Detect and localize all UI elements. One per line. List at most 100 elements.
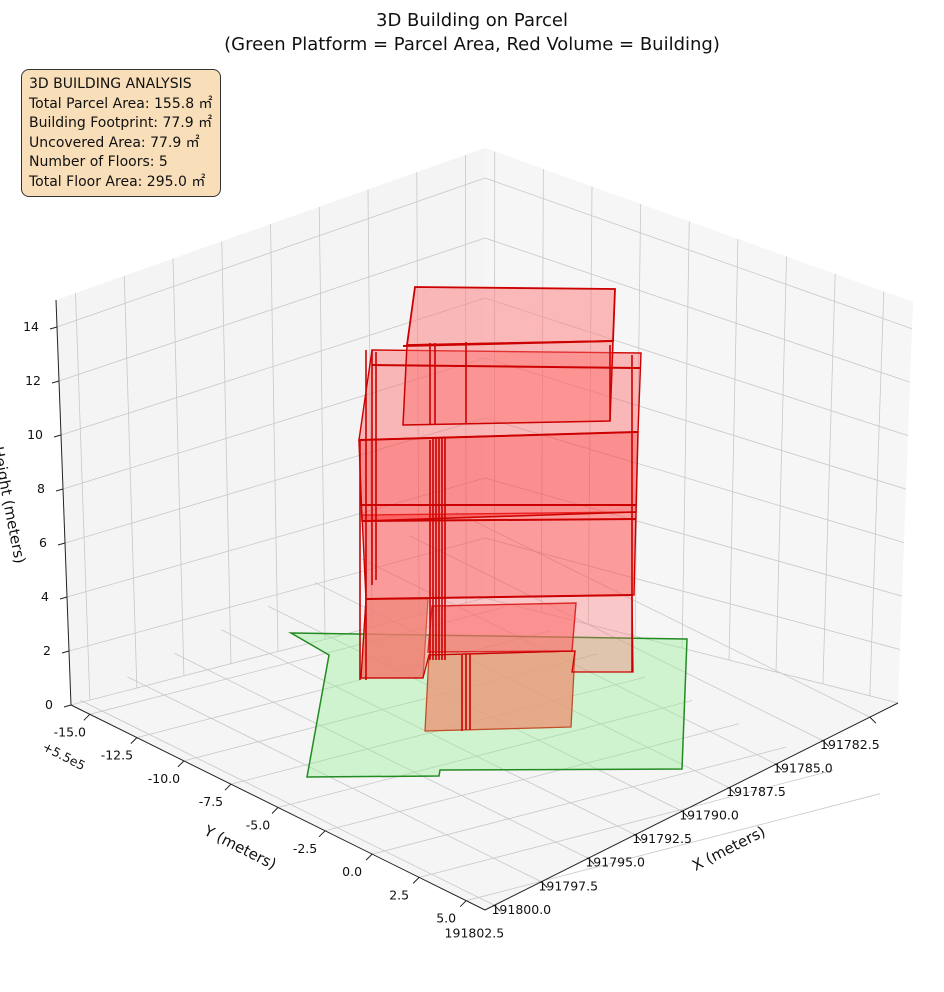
z-tick-label: 0 xyxy=(45,697,53,712)
grid-line xyxy=(123,275,138,688)
z-tick-mark xyxy=(51,380,60,384)
y-tick-label: 5.0 xyxy=(436,911,456,926)
grid-line xyxy=(484,237,911,383)
x-tick-label: 191785.0 xyxy=(773,761,833,776)
x-tick-label: 191802.5 xyxy=(445,925,505,940)
building-face xyxy=(358,431,639,522)
z-axis-label: Height (meters) xyxy=(0,445,29,565)
grid-line xyxy=(869,291,885,696)
y-tick-label: -2.5 xyxy=(293,841,317,856)
y-offset-label: +5.5e5 xyxy=(40,739,88,773)
z-tick-label: 4 xyxy=(41,589,49,604)
grid-line xyxy=(775,256,787,672)
y-tick-label: -10.0 xyxy=(148,771,180,786)
x-tick-label: 191782.5 xyxy=(820,737,880,752)
x-tick-mark xyxy=(587,857,595,865)
z-tick-label: 12 xyxy=(25,373,41,388)
grid-line xyxy=(270,223,279,652)
y-tick-label: 2.5 xyxy=(389,887,409,902)
grid-line xyxy=(371,746,787,855)
floor-line xyxy=(359,431,639,441)
y-tick-mark xyxy=(224,783,232,791)
grid-line xyxy=(728,238,739,661)
x-axis-label: X (meters) xyxy=(689,822,768,874)
y-tick-mark xyxy=(83,713,91,721)
analysis-info-box: 3D BUILDING ANALYSIS Total Parcel Area: 1… xyxy=(21,69,221,197)
x-tick-label: 191795.0 xyxy=(585,855,645,870)
x-tick-label: 191800.0 xyxy=(491,902,551,917)
z-tick-label: 8 xyxy=(37,481,45,496)
grid-line xyxy=(318,206,326,640)
y-tick-label: -7.5 xyxy=(199,794,223,809)
building-face xyxy=(405,286,616,346)
y-tick-mark xyxy=(130,737,138,744)
x-tick-mark xyxy=(681,810,689,818)
z-tick-mark xyxy=(55,488,64,492)
y-tick-mark xyxy=(271,807,279,814)
floor-lines xyxy=(359,340,641,600)
building-face xyxy=(361,511,637,600)
grid-line xyxy=(466,793,881,902)
grid-line xyxy=(822,273,836,684)
grid-line xyxy=(172,258,185,676)
z-tick-label: 2 xyxy=(43,643,51,658)
y-tick-mark xyxy=(365,853,373,861)
floor-line xyxy=(365,594,633,600)
grid-line xyxy=(681,221,690,649)
grid-line xyxy=(127,676,542,883)
y-tick-label: -5.0 xyxy=(246,818,270,833)
x-tick-mark xyxy=(634,834,642,842)
info-line: Total Floor Area: 295.0 ㎡ xyxy=(29,173,206,190)
grid-line xyxy=(277,700,693,808)
grid-line xyxy=(484,177,913,330)
z-tick-mark xyxy=(49,326,58,330)
grid-line xyxy=(419,769,834,878)
x-tick-labels: 191782.5 191785.0 191787.5 191790.0 191792.5… xyxy=(445,716,880,940)
x-tick-mark xyxy=(822,740,830,747)
info-line: 3D BUILDING ANALYSIS xyxy=(29,76,192,92)
grid-line xyxy=(221,241,232,664)
x-tick-mark xyxy=(728,787,736,795)
building-edges xyxy=(359,342,633,731)
info-line: Total Parcel Area: 155.8 ㎡ xyxy=(29,95,213,112)
y-tick-mark xyxy=(459,900,467,908)
grid-line xyxy=(221,629,636,836)
y-tick-label: -15.0 xyxy=(54,724,86,739)
z-tick-label: 6 xyxy=(39,535,47,550)
floor-line xyxy=(362,518,637,522)
x-tick-mark xyxy=(775,763,783,771)
y-tick-mark xyxy=(412,877,420,884)
x-tick-label: 191787.5 xyxy=(726,784,786,799)
floor-line xyxy=(371,364,641,369)
info-line: Building Footprint: 77.9 ㎡ xyxy=(29,115,213,131)
y-tick-mark xyxy=(177,760,185,768)
x-axis-line xyxy=(484,702,899,911)
grid-line xyxy=(75,293,91,701)
info-line: Number of Floors: 5 xyxy=(29,154,168,170)
grid-line xyxy=(174,652,589,859)
grid-line xyxy=(484,357,907,490)
x-tick-label: 191797.5 xyxy=(538,878,598,893)
building-volume xyxy=(358,286,642,732)
z-tick-label: 10 xyxy=(27,427,43,442)
y-tick-mark xyxy=(318,830,326,838)
info-line: Uncovered Area: 77.9 ㎡ xyxy=(29,134,200,151)
x-tick-mark xyxy=(494,904,501,912)
x-tick-label: 191790.0 xyxy=(679,808,739,823)
z-tick-mark xyxy=(57,542,66,546)
building-face xyxy=(424,650,576,732)
floor-line xyxy=(402,340,614,347)
y-tick-labels: -15.0 -12.5 -10.0 -7.5 -5.0 -2.5 0.0 2.5 5.0 xyxy=(54,713,467,926)
z-tick-mark xyxy=(63,704,72,708)
x-tick-label: 191792.5 xyxy=(632,831,692,846)
z-axis-line xyxy=(55,299,72,706)
z-tick-labels: 0 2 4 6 8 10 12 14 xyxy=(23,319,72,712)
z-tick-mark xyxy=(53,434,62,438)
z-tick-mark xyxy=(59,596,68,600)
x-tick-mark xyxy=(540,881,548,889)
z-tick-label: 14 xyxy=(23,319,39,334)
y-tick-label: -12.5 xyxy=(101,748,133,763)
chart-title-line-2: (Green Platform = Parcel Area, Red Volum… xyxy=(224,34,720,55)
